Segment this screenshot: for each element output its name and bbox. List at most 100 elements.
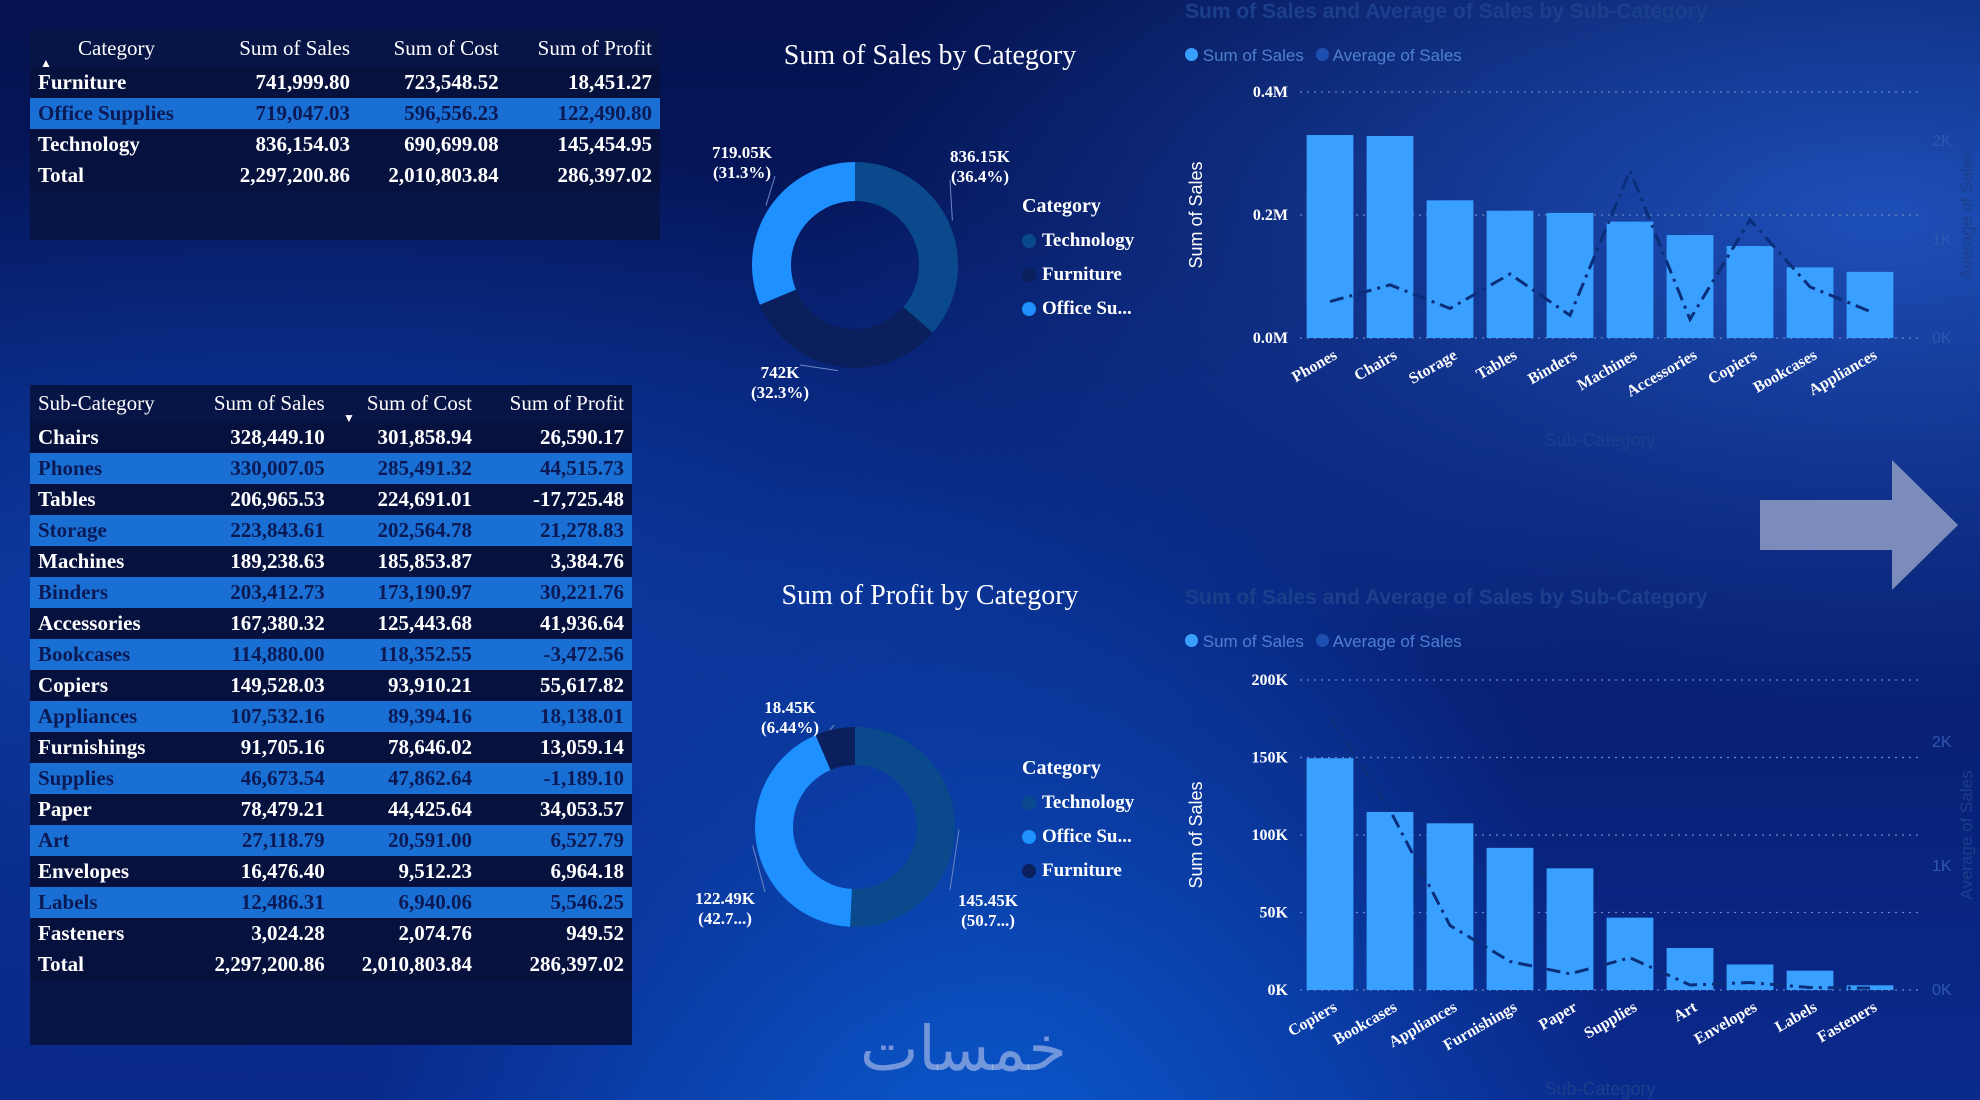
x-tick-label: Phones bbox=[1289, 347, 1340, 386]
legend-dot bbox=[1022, 234, 1036, 248]
row-profit: 13,059.14 bbox=[479, 732, 632, 763]
legend-item[interactable]: Furniture bbox=[1022, 860, 1134, 882]
col-header-sales[interactable]: Sum of Sales bbox=[213, 391, 325, 415]
row-cost: 47,862.64 bbox=[332, 763, 480, 794]
y-tick-label: 0.2M bbox=[1253, 207, 1288, 224]
bar[interactable] bbox=[1666, 235, 1714, 338]
legend-item[interactable]: Furniture bbox=[1022, 264, 1134, 286]
donut-slice[interactable] bbox=[752, 162, 855, 305]
donut-slice[interactable] bbox=[850, 727, 956, 927]
y-tick-label: 150K bbox=[1252, 750, 1289, 767]
legend-label: Office Su... bbox=[1042, 826, 1132, 847]
y2-axis-title: Average of Sales bbox=[1957, 770, 1976, 899]
watermark-logo: خمسات bbox=[860, 1015, 1067, 1084]
bar[interactable] bbox=[1786, 267, 1834, 338]
row-cost: 690,699.08 bbox=[358, 129, 507, 160]
table-row[interactable]: Labels 12,486.31 6,940.06 5,546.25 bbox=[30, 887, 632, 918]
x-tick-label: Labels bbox=[1772, 999, 1820, 1036]
legend-item[interactable]: Average of Sales bbox=[1315, 632, 1462, 652]
bar[interactable] bbox=[1726, 246, 1774, 338]
row-name: Phones bbox=[30, 453, 185, 484]
legend-item[interactable]: Office Su... bbox=[1022, 826, 1134, 848]
col-header-cost[interactable]: Sum of Cost bbox=[366, 391, 472, 415]
donut-slice[interactable] bbox=[815, 727, 855, 771]
table-row[interactable]: Copiers 149,528.03 93,910.21 55,617.82 bbox=[30, 670, 632, 701]
x-tick-label: Envelopes bbox=[1691, 999, 1760, 1048]
table-row[interactable]: Furniture 741,999.80 723,548.52 18,451.2… bbox=[30, 67, 660, 98]
row-sales: 149,528.03 bbox=[184, 670, 333, 701]
bar[interactable] bbox=[1366, 136, 1414, 338]
row-name: Copiers bbox=[30, 670, 185, 701]
sales-donut-chart: 836.15K(36.4%) 742K(32.3%) 719.05K(31.3%) bbox=[712, 143, 1011, 402]
bar[interactable] bbox=[1306, 758, 1354, 990]
donut-slice[interactable] bbox=[759, 289, 933, 368]
x-tick-label: Binders bbox=[1525, 347, 1580, 388]
bar[interactable] bbox=[1726, 964, 1774, 990]
bar[interactable] bbox=[1306, 135, 1354, 338]
col-header-sales[interactable]: Sum of Sales bbox=[239, 36, 351, 60]
data-label-pct: (6.44%) bbox=[761, 718, 819, 737]
table-row[interactable]: Appliances 107,532.16 89,394.16 18,138.01 bbox=[30, 701, 632, 732]
y-tick-label: 0.0M bbox=[1253, 330, 1288, 347]
legend-item[interactable]: Technology bbox=[1022, 792, 1134, 814]
table-row[interactable]: Envelopes 16,476.40 9,512.23 6,964.18 bbox=[30, 856, 632, 887]
row-sales: 167,380.32 bbox=[184, 608, 333, 639]
row-sales: 12,486.31 bbox=[184, 887, 333, 918]
col-header-subcategory[interactable]: Sub-Category bbox=[38, 391, 155, 415]
table-row[interactable]: Supplies 46,673.54 47,862.64 -1,189.10 bbox=[30, 763, 632, 794]
table-row[interactable]: Accessories 167,380.32 125,443.68 41,936.64 bbox=[30, 608, 632, 639]
col-header-profit[interactable]: Sum of Profit bbox=[509, 391, 624, 415]
table-row[interactable]: Fasteners 3,024.28 2,074.76 949.52 bbox=[30, 918, 632, 949]
table-row[interactable]: Storage 223,843.61 202,564.78 21,278.83 bbox=[30, 515, 632, 546]
table-row[interactable]: Phones 330,007.05 285,491.32 44,515.73 bbox=[30, 453, 632, 484]
bar[interactable] bbox=[1366, 811, 1414, 990]
legend-item[interactable]: Average of Sales bbox=[1315, 46, 1462, 66]
x-tick-label: Art bbox=[1671, 998, 1701, 1025]
bar[interactable] bbox=[1606, 221, 1654, 338]
bar[interactable] bbox=[1606, 917, 1654, 990]
bar[interactable] bbox=[1486, 847, 1534, 990]
legend-dot bbox=[1022, 268, 1036, 282]
table-row[interactable]: Tables 206,965.53 224,691.01 -17,725.48 bbox=[30, 484, 632, 515]
row-profit: 34,053.57 bbox=[479, 794, 632, 825]
average-line bbox=[1328, 716, 1871, 990]
x-tick-label: Appliances bbox=[1806, 347, 1880, 400]
sort-up-icon[interactable]: ▲ bbox=[40, 56, 52, 70]
bar[interactable] bbox=[1846, 271, 1894, 338]
table-row[interactable]: Paper 78,479.21 44,425.64 34,053.57 bbox=[30, 794, 632, 825]
table-row[interactable]: Furnishings 91,705.16 78,646.02 13,059.14 bbox=[30, 732, 632, 763]
row-name: Binders bbox=[30, 577, 185, 608]
table-row[interactable]: Art 27,118.79 20,591.00 6,527.79 bbox=[30, 825, 632, 856]
row-name: Storage bbox=[30, 515, 185, 546]
data-label-leader bbox=[752, 845, 766, 893]
y2-tick-label: 1K bbox=[1932, 232, 1952, 249]
col-header-category[interactable]: Category bbox=[78, 36, 155, 60]
profit-donut-legend: Category Technology Office Su... Furnitu… bbox=[1022, 757, 1134, 882]
legend-label: Sum of Sales bbox=[1202, 46, 1304, 65]
table-row[interactable]: Binders 203,412.73 173,190.97 30,221.76 bbox=[30, 577, 632, 608]
legend-label: Furniture bbox=[1042, 860, 1122, 881]
col-header-profit[interactable]: Sum of Profit bbox=[537, 36, 652, 60]
row-profit: 18,451.27 bbox=[506, 67, 660, 98]
table-row[interactable]: Technology 836,154.03 690,699.08 145,454… bbox=[30, 129, 660, 160]
legend-item[interactable]: Sum of Sales bbox=[1185, 632, 1304, 652]
table-row[interactable]: Chairs 328,449.10 301,858.94 26,590.17 bbox=[30, 422, 632, 453]
donut-slice[interactable] bbox=[755, 735, 852, 927]
bar[interactable] bbox=[1426, 823, 1474, 990]
table-row[interactable]: Office Supplies 719,047.03 596,556.23 12… bbox=[30, 98, 660, 129]
table-row[interactable]: Machines 189,238.63 185,853.87 3,384.76 bbox=[30, 546, 632, 577]
row-name: Paper bbox=[30, 794, 185, 825]
table-row[interactable]: Bookcases 114,880.00 118,352.55 -3,472.56 bbox=[30, 639, 632, 670]
row-sales: 27,118.79 bbox=[184, 825, 333, 856]
y2-axis-title: Average of Sales bbox=[1957, 150, 1976, 279]
sort-down-icon[interactable]: ▼ bbox=[343, 411, 355, 425]
bar[interactable] bbox=[1426, 200, 1474, 338]
bar[interactable] bbox=[1786, 970, 1834, 990]
legend-dot bbox=[1022, 864, 1036, 878]
legend-item[interactable]: Technology bbox=[1022, 230, 1134, 252]
row-name: Office Supplies bbox=[30, 98, 209, 129]
col-header-cost[interactable]: Sum of Cost bbox=[393, 36, 499, 60]
donut-slice[interactable] bbox=[855, 162, 958, 333]
legend-item[interactable]: Sum of Sales bbox=[1185, 46, 1304, 66]
legend-item[interactable]: Office Su... bbox=[1022, 298, 1134, 320]
